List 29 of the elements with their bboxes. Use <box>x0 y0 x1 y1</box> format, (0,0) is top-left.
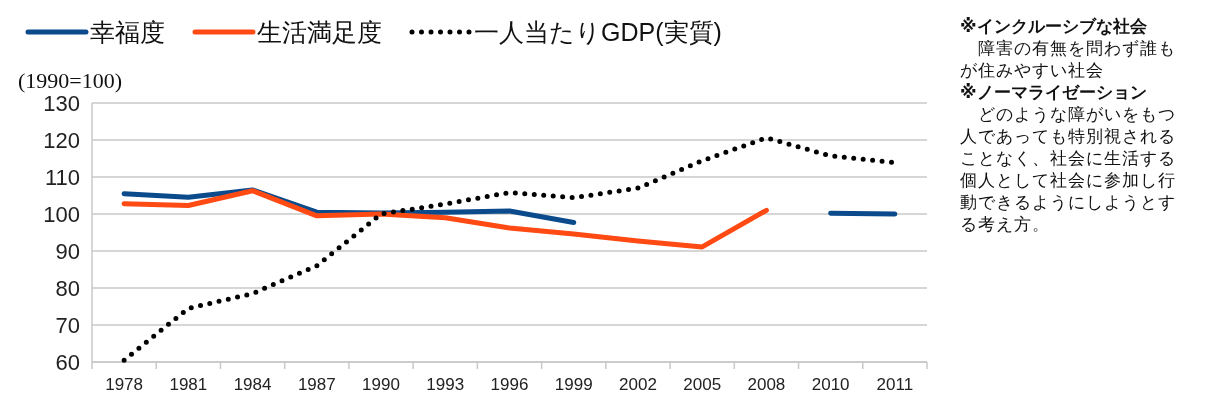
y-tick-label: 70 <box>55 313 80 338</box>
y-tick-label: 60 <box>55 350 80 375</box>
legend-label: 生活満足度 <box>257 18 382 46</box>
x-tick-label: 1996 <box>490 375 529 394</box>
y-tick-label: 130 <box>43 91 80 116</box>
x-tick-label: 1999 <box>554 375 593 394</box>
x-tick-label: 2011 <box>876 375 914 394</box>
x-tick-label: 1981 <box>169 375 208 394</box>
y-tick-label: 90 <box>55 239 80 264</box>
x-tick-label: 2005 <box>683 375 722 394</box>
text: 障害の有無を問わず誰もが住みやすい社会 <box>960 39 1176 80</box>
y-tick-label: 100 <box>43 202 80 227</box>
x-tick-label: 1984 <box>233 375 272 394</box>
x-tick-label: 2002 <box>619 375 657 394</box>
legend-label: 一人当たりGDP(実質) <box>474 18 722 46</box>
y-tick-label: 80 <box>55 276 80 301</box>
x-tick-label: 1987 <box>297 375 336 394</box>
x-tick-label: 2010 <box>811 375 850 394</box>
x-tick-label: 1978 <box>105 375 144 394</box>
x-tick-label: 1993 <box>426 375 465 394</box>
x-tick-label: 2008 <box>747 375 786 394</box>
x-tick-label: 1990 <box>362 375 400 394</box>
text: どのような障がいをもつ人であっても特別視されることなく、社会に生活する個人として社会に参加し行動できるようにしようとする考え方。 <box>960 105 1176 234</box>
y-tick-label: 110 <box>44 165 80 190</box>
y-axis-title: (1990=100) <box>18 68 123 93</box>
text: ※インクルーシブな社会 <box>960 17 1148 36</box>
y-tick-label: 120 <box>43 128 80 153</box>
text: ※ノーマライゼーション <box>960 83 1147 102</box>
legend-label: 幸福度 <box>90 18 165 46</box>
